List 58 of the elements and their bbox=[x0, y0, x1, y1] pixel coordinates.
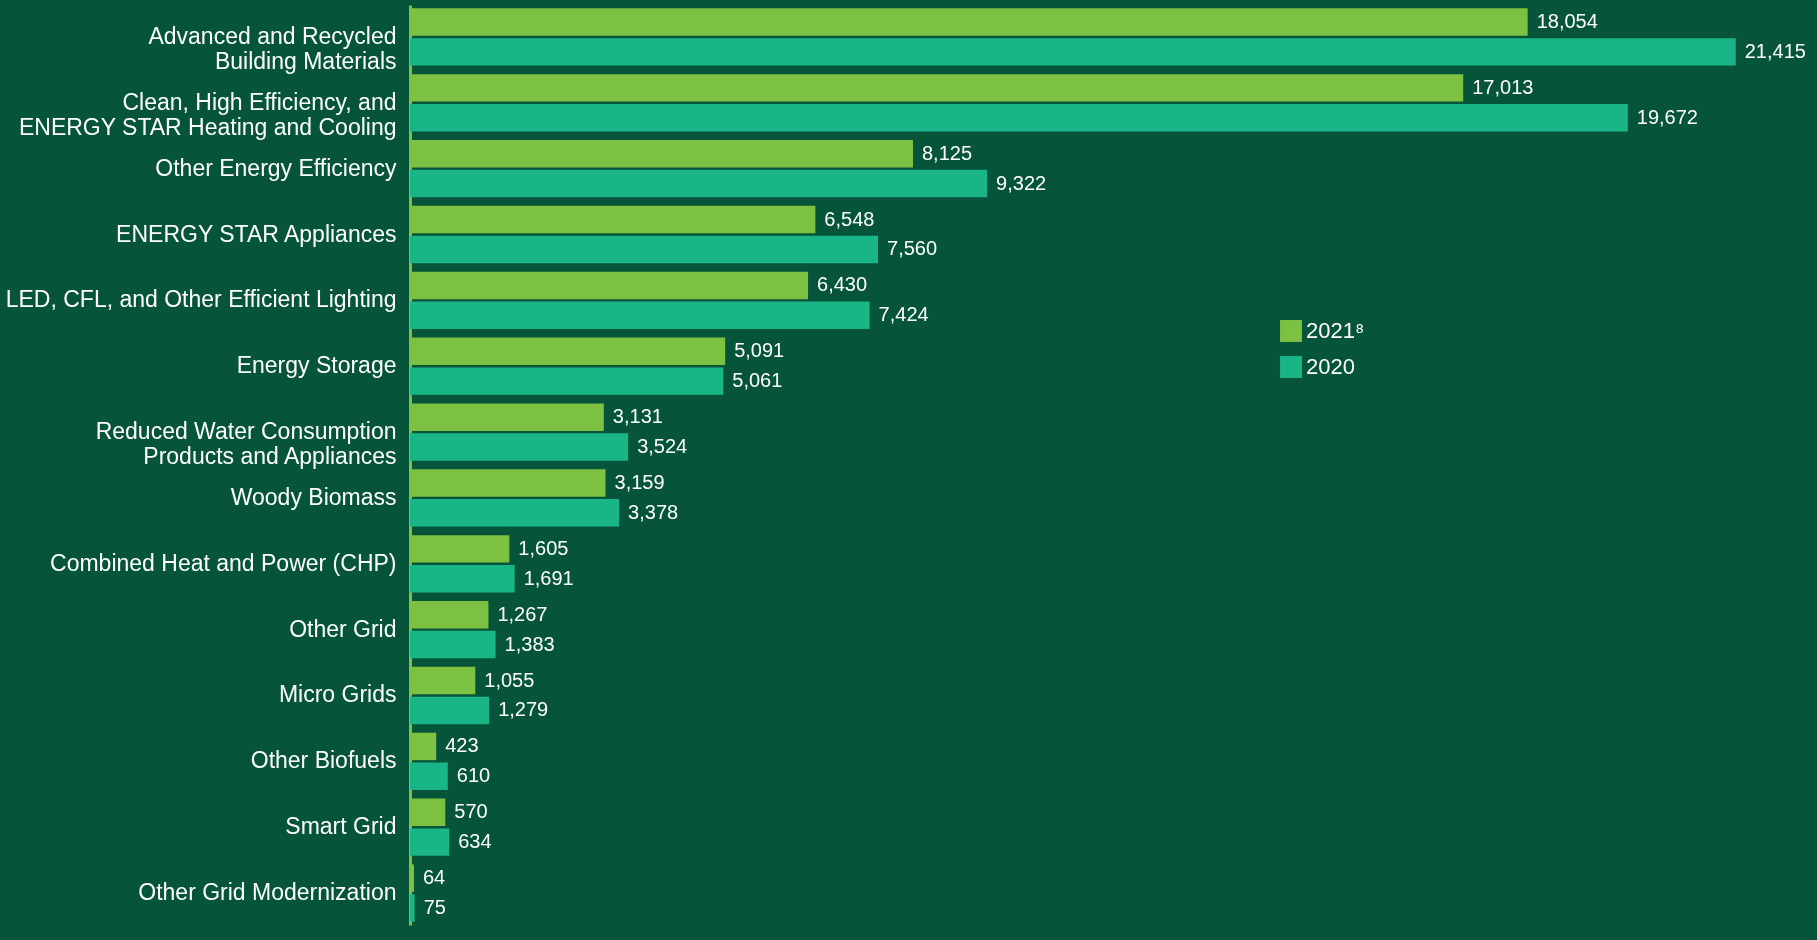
bar bbox=[410, 499, 620, 527]
legend-label: 2020 bbox=[1306, 354, 1355, 379]
data-label: 6,548 bbox=[824, 207, 875, 230]
y-tick-label: Other Grid bbox=[289, 615, 397, 642]
bar bbox=[410, 894, 415, 922]
data-label: 3,159 bbox=[614, 471, 665, 494]
data-label: 423 bbox=[445, 734, 479, 757]
bar bbox=[410, 38, 1736, 66]
data-label: 5,091 bbox=[734, 339, 785, 362]
y-tick-label: Combined Heat and Power (CHP) bbox=[50, 549, 397, 576]
data-label: 1,279 bbox=[498, 698, 549, 721]
data-label: 570 bbox=[454, 800, 488, 823]
y-tick-label: Other Grid Modernization bbox=[138, 879, 397, 906]
bar bbox=[410, 433, 629, 461]
data-label: 64 bbox=[422, 866, 446, 889]
bar bbox=[410, 301, 870, 330]
data-label: 17,013 bbox=[1472, 75, 1534, 98]
bar bbox=[410, 696, 490, 725]
y-tick-label: Advanced and Recycled Building Materials bbox=[148, 22, 397, 74]
data-label: 75 bbox=[423, 895, 446, 918]
data-label: 7,560 bbox=[887, 237, 938, 260]
y-tick-label: Reduced Water Consumption Products and Appliances bbox=[95, 418, 397, 470]
data-label: 3,524 bbox=[637, 434, 688, 457]
bar bbox=[410, 103, 1628, 132]
data-label: 1,267 bbox=[497, 602, 548, 625]
data-label: 6,430 bbox=[817, 273, 868, 296]
y-tick-label: ENERGY STAR Appliances bbox=[116, 220, 397, 247]
bar bbox=[410, 367, 724, 395]
data-label: 3,131 bbox=[612, 405, 663, 428]
data-label: 7,424 bbox=[878, 303, 929, 326]
data-label: 18,054 bbox=[1536, 10, 1598, 33]
y-tick-label: Clean, High Efficiency, and ENERGY STAR Heating and Cooling bbox=[18, 88, 397, 140]
data-label: 8,125 bbox=[921, 141, 973, 164]
data-label: 1,605 bbox=[518, 536, 569, 559]
bar bbox=[410, 828, 450, 856]
data-label: 5,061 bbox=[732, 369, 783, 392]
bar bbox=[410, 630, 496, 659]
y-tick-label: Woody Biomass bbox=[230, 483, 397, 510]
data-label: 634 bbox=[458, 830, 492, 853]
data-label: 1,383 bbox=[504, 632, 555, 655]
data-label: 3,378 bbox=[628, 500, 679, 523]
y-tick-label: Energy Storage bbox=[236, 352, 397, 379]
bar bbox=[410, 564, 515, 593]
y-tick-label: Micro Grids bbox=[278, 681, 397, 708]
data-label: 1,691 bbox=[523, 566, 574, 589]
data-label: 19,672 bbox=[1636, 105, 1698, 128]
data-label: 9,322 bbox=[996, 171, 1047, 194]
y-tick-label: Smart Grid bbox=[285, 813, 397, 840]
y-tick-label: Other Energy Efficiency bbox=[155, 154, 397, 181]
bar bbox=[410, 235, 879, 264]
data-label: 610 bbox=[456, 764, 491, 787]
legend-label: 2021⁸ bbox=[1306, 318, 1365, 343]
bar bbox=[410, 762, 448, 790]
data-label: 1,055 bbox=[484, 668, 535, 691]
y-tick-label: Other Biofuels bbox=[250, 747, 397, 774]
data-label: 21,415 bbox=[1744, 39, 1806, 62]
y-tick-label: LED, CFL, and Other Efficient Lighting bbox=[5, 286, 397, 313]
bar bbox=[410, 169, 988, 198]
